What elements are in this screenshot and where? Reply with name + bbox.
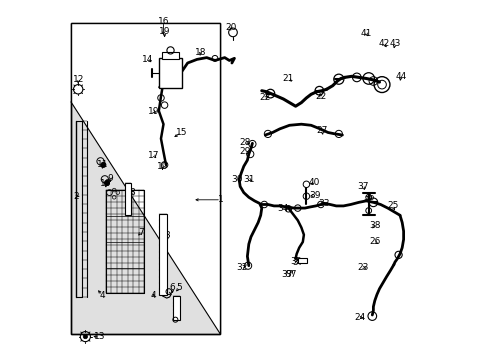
Text: 44: 44 [395,72,406,81]
Text: 23: 23 [356,263,367,271]
Text: 29: 29 [239,148,250,156]
Text: 28: 28 [239,138,250,147]
Text: 35: 35 [289,256,301,266]
Text: 18: 18 [194,48,206,57]
Bar [159,58,182,88]
Text: 16: 16 [158,17,169,26]
Text: 1: 1 [218,195,224,204]
Text: 26: 26 [368,238,380,247]
Text: 41: 41 [360,29,371,38]
Text: 12: 12 [72,76,84,85]
Text: 34: 34 [277,204,288,212]
Text: 40: 40 [308,179,320,188]
Text: 15: 15 [175,128,187,137]
Text: 22: 22 [259,94,270,103]
Text: 8: 8 [129,188,135,197]
Text: 19: 19 [156,162,168,171]
Text: 10: 10 [100,179,111,188]
Text: 33: 33 [318,199,329,208]
Polygon shape [71,23,220,334]
Text: 27: 27 [316,126,327,135]
Bar [162,52,178,59]
Text: 9: 9 [107,174,113,183]
Bar [159,214,166,295]
Text: 24: 24 [354,313,366,322]
Text: 3: 3 [164,231,170,240]
Bar [125,183,131,215]
Text: 20: 20 [224,23,236,32]
Text: 37: 37 [291,258,303,266]
Text: 31: 31 [243,175,254,184]
Text: 38: 38 [368,220,380,230]
Text: 32: 32 [235,263,247,271]
Text: 5: 5 [176,284,182,292]
Text: 39: 39 [308,191,320,199]
Text: 21: 21 [282,74,293,83]
Text: 4: 4 [151,291,156,300]
Text: 37: 37 [281,270,292,279]
Text: 6: 6 [169,284,175,292]
Text: 30: 30 [230,175,242,184]
Text: 14: 14 [142,55,153,64]
Text: 7: 7 [138,228,143,237]
Text: 4: 4 [99,291,105,300]
Text: 13: 13 [94,332,105,341]
Text: 37: 37 [284,270,296,279]
Text: 37: 37 [356,182,367,191]
Text: 43: 43 [388,40,400,49]
Text: 36: 36 [362,193,374,202]
Circle shape [83,334,87,339]
Bar [71,23,220,334]
Text: 19: 19 [159,27,170,36]
Text: 25: 25 [386,202,398,210]
Text: 42: 42 [378,40,389,49]
Bar [297,258,306,263]
Circle shape [104,180,109,185]
Text: 22: 22 [315,92,326,101]
Text: 17: 17 [148,151,159,160]
Text: 2: 2 [73,192,79,201]
Circle shape [101,162,106,167]
Text: 19: 19 [148,107,159,116]
Bar [172,296,180,320]
Bar [71,23,220,334]
Text: 11: 11 [96,161,108,170]
